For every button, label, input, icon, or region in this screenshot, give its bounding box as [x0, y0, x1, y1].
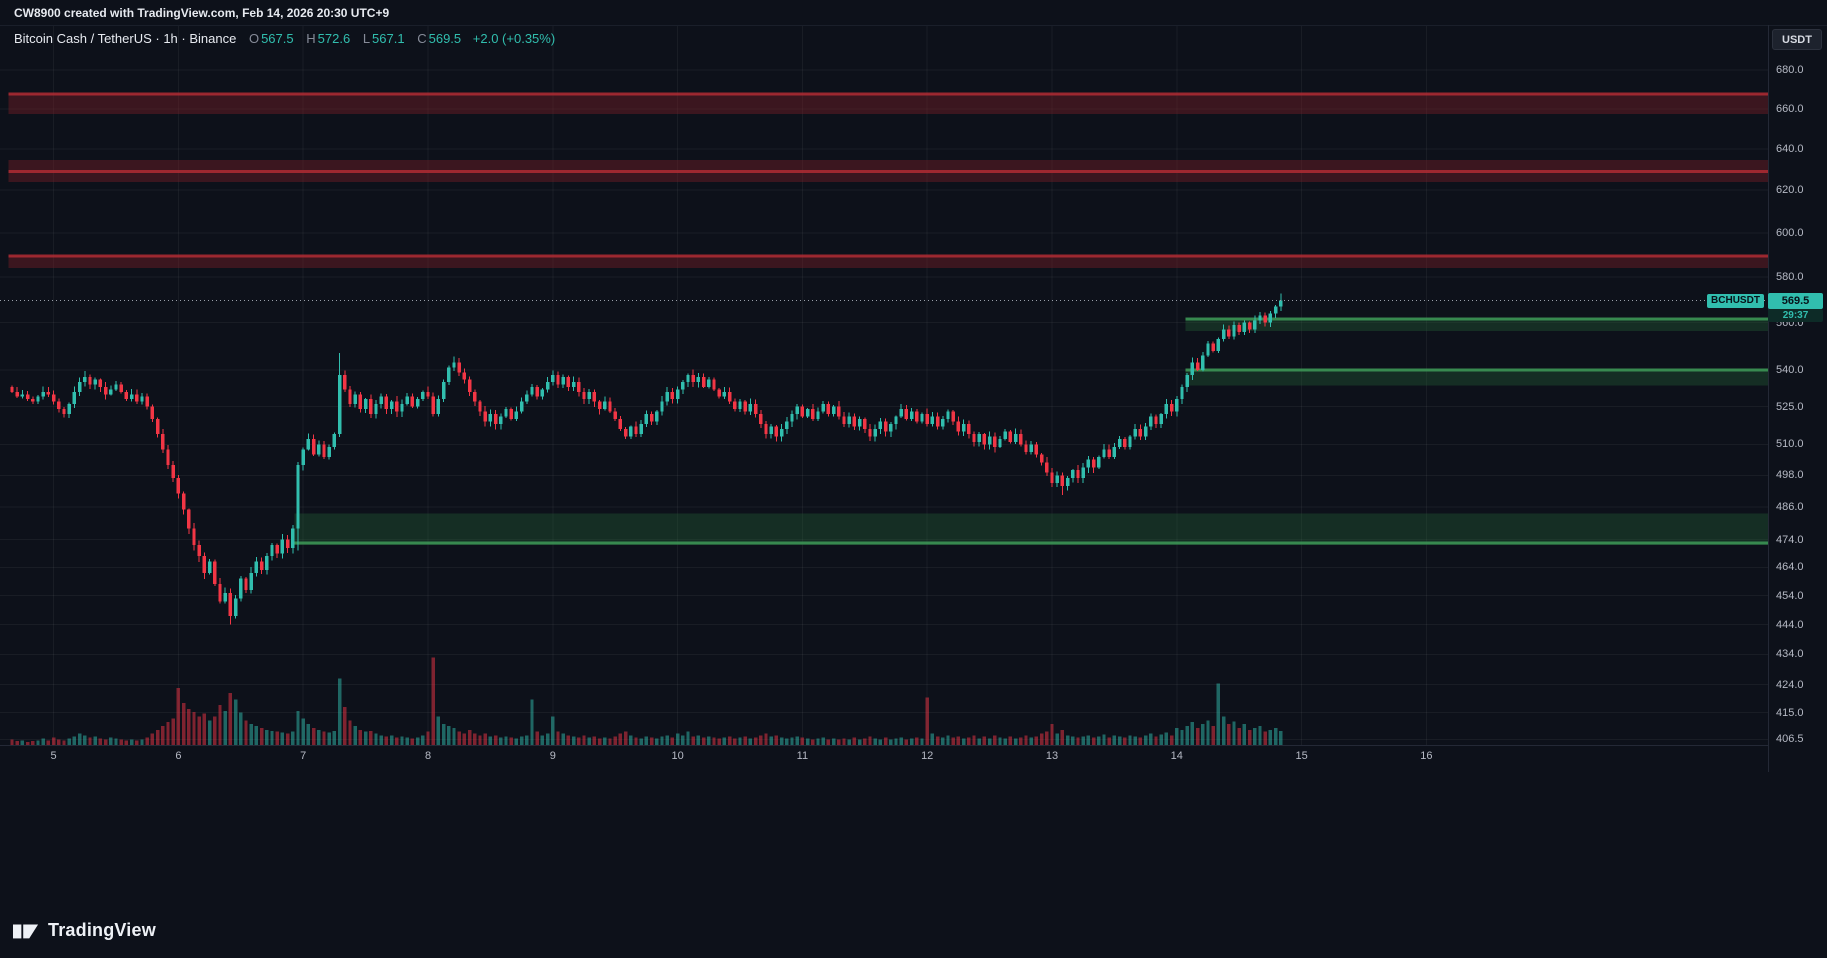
- price-tick-label: 660.0: [1776, 102, 1804, 115]
- price-tick-label: 525.0: [1776, 400, 1804, 413]
- price-tick-label: 424.0: [1776, 678, 1804, 691]
- price-tick-label: 406.5: [1776, 733, 1804, 746]
- price-tick-label: 540.0: [1776, 363, 1804, 376]
- ohlc-low-label: L: [362, 31, 371, 46]
- price-tick-label: 498.0: [1776, 469, 1804, 482]
- price-tick-label: 474.0: [1776, 533, 1804, 546]
- price-tick-label: 580.0: [1776, 270, 1804, 283]
- symbol-title[interactable]: Bitcoin Cash / TetherUS · 1h · Binance: [14, 31, 237, 46]
- price-tick-label: 600.0: [1776, 226, 1804, 239]
- price-tick-label: 415.0: [1776, 706, 1804, 719]
- price-tick-label: 454.0: [1776, 589, 1804, 602]
- price-tick-label: 486.0: [1776, 501, 1804, 514]
- ohlc-close-label: C: [417, 31, 427, 46]
- price-tick-label: 464.0: [1776, 561, 1804, 574]
- price-tick-label: 620.0: [1776, 184, 1804, 197]
- tradingview-logo[interactable]: TradingView: [13, 920, 156, 941]
- ohlc-low-value: 567.1: [372, 31, 405, 46]
- ohlc-high-label: H: [306, 31, 316, 46]
- price-tick-label: 434.0: [1776, 648, 1804, 661]
- ohlc-close-value: 569.5: [428, 31, 462, 46]
- price-axis-separator: [1768, 25, 1769, 772]
- ohlc-open-value: 567.5: [261, 31, 294, 46]
- ohlc-high-value: 572.6: [317, 31, 351, 46]
- price-tick-label: 640.0: [1776, 142, 1804, 155]
- price-line-symbol-tag: BCHUSDT: [1707, 293, 1764, 308]
- watermark-text: CW8900 created with TradingView.com, Feb…: [14, 6, 390, 20]
- volume-layer: [10, 657, 1283, 745]
- bar-countdown: 29:37: [1768, 309, 1823, 323]
- price-tick-label: 444.0: [1776, 618, 1804, 631]
- tradingview-logo-icon: [13, 924, 39, 938]
- candles-layer: [10, 293, 1283, 625]
- ohlc-open-label: O: [248, 31, 260, 46]
- symbol-legend[interactable]: Bitcoin Cash / TetherUS · 1h · Binance O…: [14, 31, 555, 46]
- currency-button[interactable]: USDT: [1772, 29, 1822, 50]
- ohlc-change: +2.0 (+0.35%): [472, 31, 556, 46]
- candlestick-chart[interactable]: [0, 0, 1827, 772]
- current-price-label: 569.5: [1768, 292, 1823, 309]
- zones-layer: [8, 92, 1769, 546]
- price-tick-label: 680.0: [1776, 64, 1804, 76]
- tradingview-logo-text: TradingView: [48, 920, 156, 940]
- price-tick-label: 510.0: [1776, 438, 1804, 451]
- price-axis[interactable]: USDT 569.5 29:37 680.0 660.0 640.0 620.0 600…: [1768, 0, 1827, 958]
